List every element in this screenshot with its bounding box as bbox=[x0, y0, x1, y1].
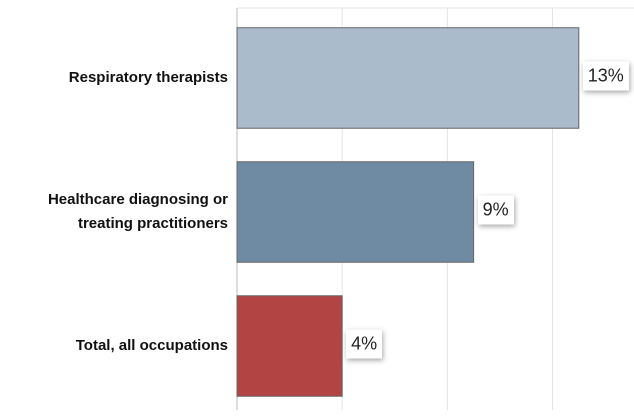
category-label: Total, all occupations bbox=[75, 337, 228, 354]
value-label: 13% bbox=[582, 61, 629, 91]
category-label: Respiratory therapists bbox=[68, 69, 228, 86]
bar bbox=[236, 295, 343, 397]
bar bbox=[236, 161, 475, 263]
bar bbox=[236, 27, 580, 129]
value-label: 9% bbox=[477, 195, 514, 225]
category-label: Healthcare diagnosing or treating practi… bbox=[47, 191, 228, 232]
value-label: 4% bbox=[346, 329, 383, 359]
